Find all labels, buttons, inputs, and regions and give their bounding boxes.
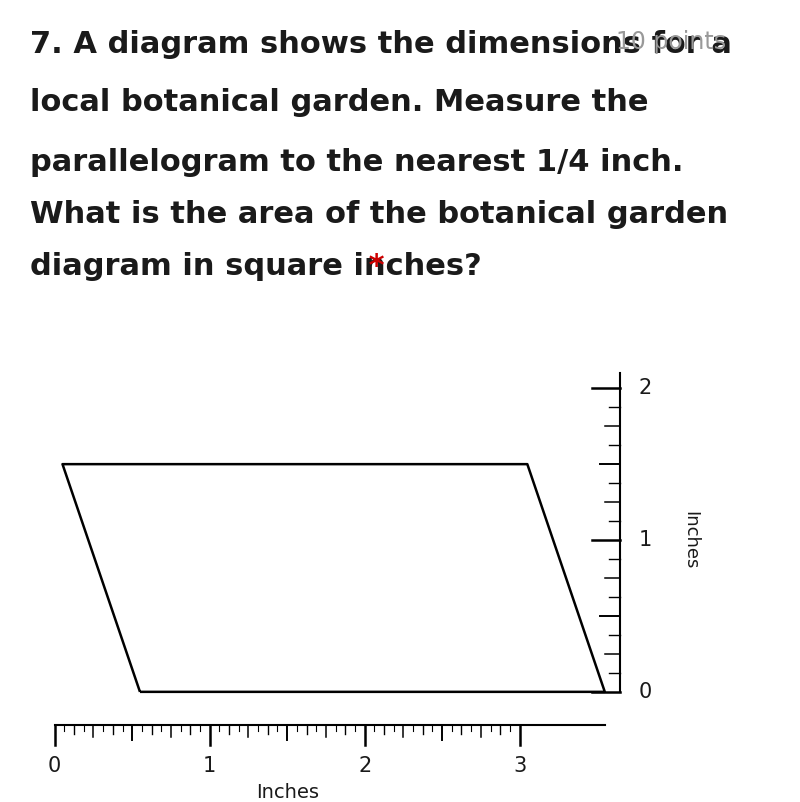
Text: *: * xyxy=(358,252,385,281)
Text: parallelogram to the nearest 1/4 inch.: parallelogram to the nearest 1/4 inch. xyxy=(30,148,683,177)
Text: 1: 1 xyxy=(203,755,216,776)
Text: 1: 1 xyxy=(639,530,652,550)
Text: Inches: Inches xyxy=(256,783,318,802)
Text: local botanical garden. Measure the: local botanical garden. Measure the xyxy=(30,88,649,117)
Text: 10 points: 10 points xyxy=(616,30,726,54)
Text: 0: 0 xyxy=(639,682,652,702)
Text: 2: 2 xyxy=(639,379,652,399)
Text: 3: 3 xyxy=(513,755,526,776)
Text: What is the area of the botanical garden: What is the area of the botanical garden xyxy=(30,200,728,229)
Text: 7. A diagram shows the dimensions for a: 7. A diagram shows the dimensions for a xyxy=(30,30,732,59)
Text: 0: 0 xyxy=(48,755,62,776)
Text: 2: 2 xyxy=(358,755,371,776)
Text: Inches: Inches xyxy=(681,511,699,569)
Text: diagram in square inches?: diagram in square inches? xyxy=(30,252,482,281)
